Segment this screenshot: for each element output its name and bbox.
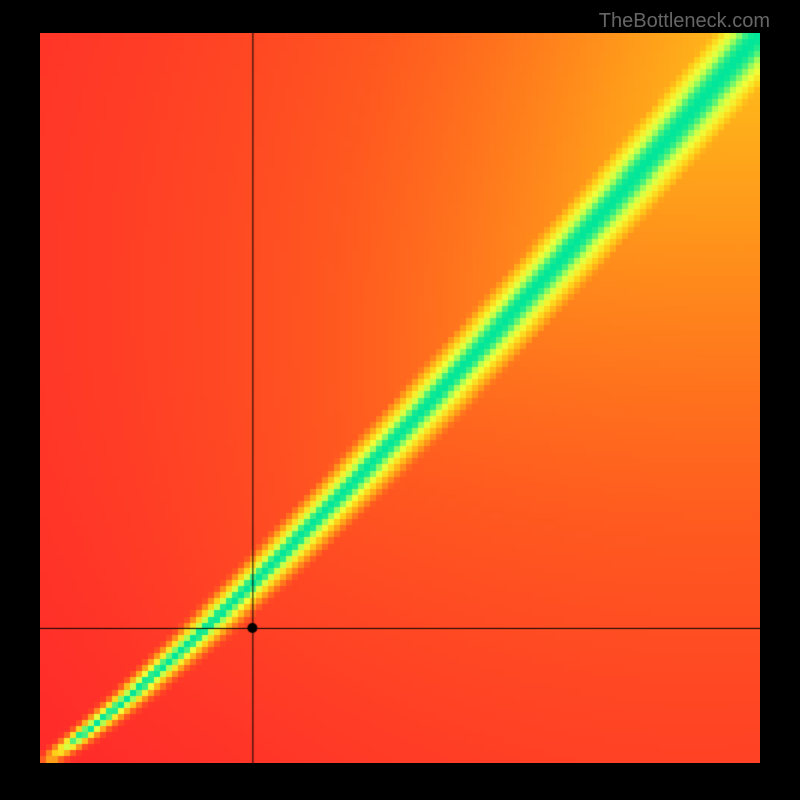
watermark-text: TheBottleneck.com	[599, 10, 770, 33]
heatmap-plot	[40, 33, 760, 763]
heatmap-canvas	[40, 33, 760, 763]
